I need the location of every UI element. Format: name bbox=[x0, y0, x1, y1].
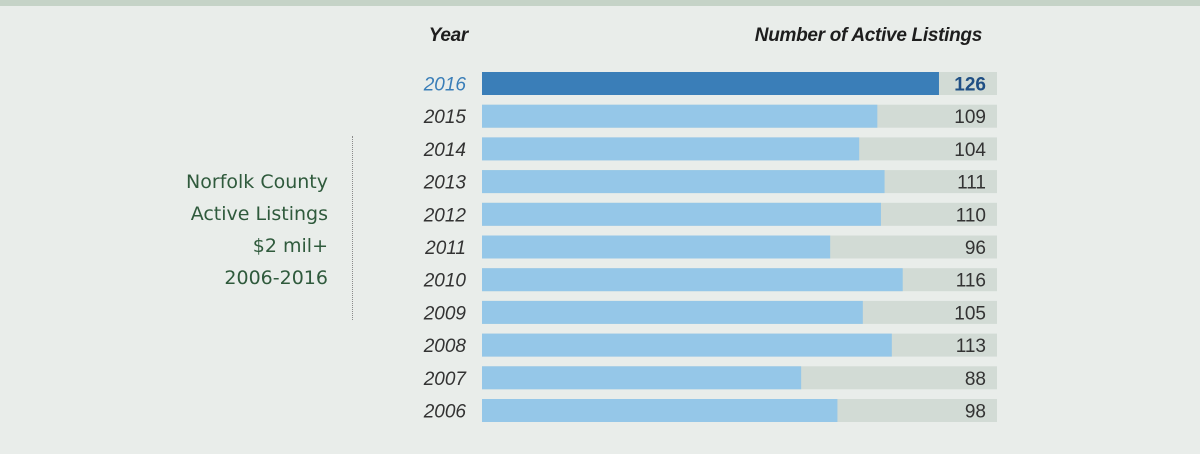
value-label-2006: 98 bbox=[965, 402, 986, 423]
year-label-2013: 2013 bbox=[423, 173, 467, 194]
side-title-line-4: 2006-2016 bbox=[224, 267, 328, 289]
value-label-2007: 88 bbox=[965, 369, 986, 390]
value-label-2009: 105 bbox=[954, 303, 986, 324]
bar-2010 bbox=[482, 268, 903, 292]
side-title-line-3: $2 mil+ bbox=[252, 235, 328, 257]
value-label-2011: 96 bbox=[965, 238, 986, 259]
bar-2007 bbox=[482, 366, 802, 390]
value-label-2008: 113 bbox=[956, 336, 986, 357]
bar-2011 bbox=[482, 235, 831, 259]
year-label-2010: 2010 bbox=[423, 271, 467, 292]
bar-2008 bbox=[482, 333, 892, 357]
value-label-2010: 116 bbox=[956, 271, 986, 292]
value-label-2016: 126 bbox=[954, 75, 986, 96]
bar-2013 bbox=[482, 170, 885, 194]
year-label-2006: 2006 bbox=[423, 402, 467, 423]
side-title-line-1: Norfolk County bbox=[186, 171, 328, 193]
bar-2015 bbox=[482, 104, 878, 128]
dotted-divider bbox=[352, 136, 353, 320]
year-label-2015: 2015 bbox=[423, 107, 467, 128]
listings-column-header: Number of Active Listings bbox=[754, 25, 983, 46]
year-label-2014: 2014 bbox=[423, 140, 466, 161]
side-title-line-2: Active Listings bbox=[190, 203, 328, 225]
bar-2012 bbox=[482, 202, 881, 226]
value-label-2014: 104 bbox=[954, 140, 986, 161]
bar-2009 bbox=[482, 300, 863, 324]
year-label-2007: 2007 bbox=[423, 369, 468, 390]
bar-2016 bbox=[482, 72, 939, 95]
value-label-2012: 110 bbox=[956, 205, 986, 226]
year-label-2016: 2016 bbox=[423, 75, 467, 96]
top-band bbox=[0, 0, 1200, 6]
year-label-2009: 2009 bbox=[423, 303, 467, 324]
value-label-2013: 111 bbox=[957, 173, 986, 194]
side-title: Norfolk County Active Listings $2 mil+ 2… bbox=[100, 166, 328, 294]
year-label-2012: 2012 bbox=[423, 205, 467, 226]
bar-2006 bbox=[482, 399, 838, 422]
year-column-header: Year bbox=[428, 25, 469, 46]
value-label-2015: 109 bbox=[954, 107, 986, 128]
year-label-2011: 2011 bbox=[424, 238, 466, 259]
year-label-2008: 2008 bbox=[423, 336, 467, 357]
bar-2014 bbox=[482, 137, 860, 161]
